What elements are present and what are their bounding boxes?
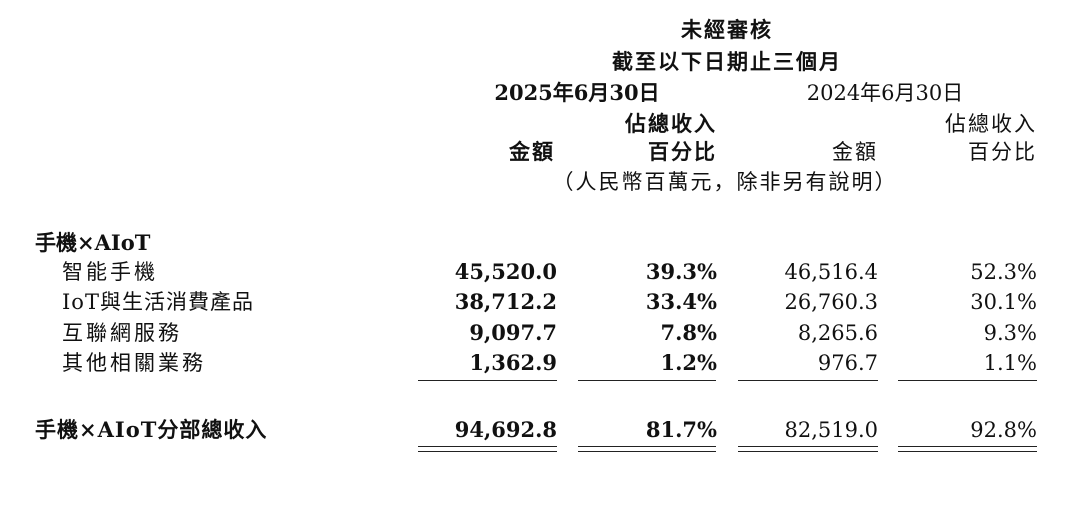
- double-underline: [738, 451, 878, 452]
- cell: 38,712.2: [454, 289, 557, 314]
- cell: 33.4%: [645, 289, 717, 314]
- row-label: 互聯網服務: [62, 321, 182, 345]
- unit-note: （人民幣百萬元，除非另有說明）: [552, 170, 898, 194]
- cell: 94,692.8: [454, 417, 557, 442]
- column-label: 百分比: [968, 140, 1037, 164]
- header-line: 截至以下日期止三個月: [612, 49, 842, 74]
- column-label: 佔總收入: [625, 111, 717, 136]
- cell: 92.8%: [970, 418, 1037, 442]
- cell: 9.3%: [983, 321, 1037, 345]
- header-line: 未經審核: [681, 17, 773, 42]
- column-label: 金額: [832, 140, 878, 164]
- row-label: 其他相關業務: [62, 351, 206, 375]
- underline: [578, 380, 716, 381]
- cell: 82,519.0: [784, 418, 878, 442]
- double-underline: [578, 451, 716, 452]
- cell: 1.1%: [983, 351, 1037, 375]
- double-underline: [898, 451, 1037, 452]
- underline: [418, 380, 557, 381]
- underline: [898, 380, 1037, 381]
- cell: 26,760.3: [784, 290, 878, 314]
- cell: 8,265.6: [797, 321, 878, 345]
- column-label: 佔總收入: [945, 112, 1037, 136]
- period-date: 2025年6月30日: [494, 80, 660, 105]
- column-label: 金額: [509, 139, 555, 164]
- section-title: 手機×AIoT: [35, 230, 151, 255]
- row-label: 智能手機: [62, 260, 158, 284]
- cell: 1.2%: [660, 350, 718, 375]
- cell: 52.3%: [970, 260, 1037, 284]
- double-underline: [418, 451, 557, 452]
- row-label: IoT與生活消費產品: [62, 290, 254, 314]
- cell: 39.3%: [645, 259, 717, 284]
- double-underline: [578, 446, 716, 447]
- cell: 30.1%: [970, 290, 1037, 314]
- period-date: 2024年6月30日: [806, 81, 964, 105]
- cell: 9,097.7: [469, 320, 557, 345]
- cell: 81.7%: [645, 417, 717, 442]
- cell: 46,516.4: [784, 260, 878, 284]
- total-label: 手機×AIoT分部總收入: [35, 417, 268, 442]
- cell: 7.8%: [660, 320, 718, 345]
- cell: 45,520.0: [454, 259, 557, 284]
- cell: 1,362.9: [469, 350, 557, 375]
- double-underline: [418, 446, 557, 447]
- column-label: 百分比: [648, 139, 717, 164]
- double-underline: [738, 446, 878, 447]
- cell: 976.7: [817, 351, 878, 375]
- underline: [738, 380, 878, 381]
- double-underline: [898, 446, 1037, 447]
